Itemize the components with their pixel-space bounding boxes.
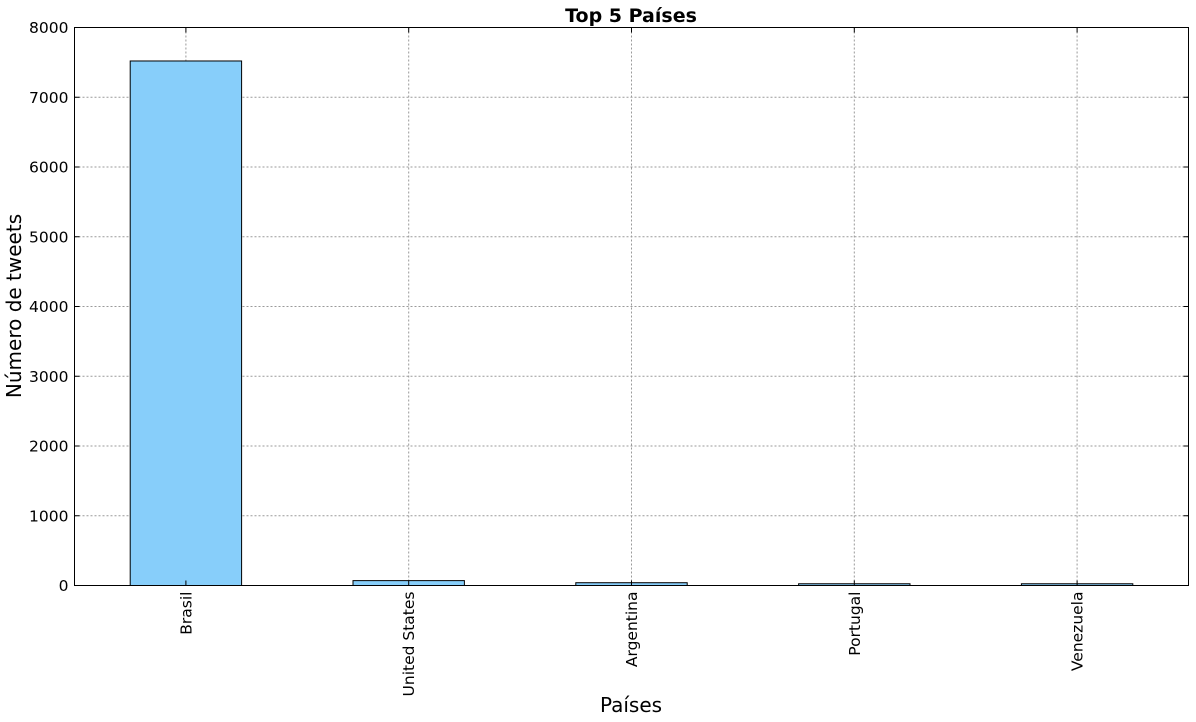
x-tick-label: Brasil <box>177 592 195 635</box>
y-tick-label: 4000 <box>29 298 68 316</box>
axis-ticks <box>74 27 1189 586</box>
x-tick-label: Venezuela <box>1069 592 1087 672</box>
y-tick-label: 0 <box>59 577 69 595</box>
y-tick-label: 5000 <box>29 228 68 246</box>
grid-lines <box>74 27 1189 586</box>
y-tick-label: 2000 <box>29 438 68 456</box>
y-tick-label: 6000 <box>29 159 68 177</box>
bar-brasil <box>129 60 243 587</box>
bars <box>129 60 1134 587</box>
y-tick-label: 7000 <box>29 89 68 107</box>
y-axis-label: Número de tweets <box>2 214 26 398</box>
chart-title: Top 5 Países <box>565 5 697 27</box>
y-tick-label: 1000 <box>29 507 68 525</box>
x-tick-label: Argentina <box>623 592 641 668</box>
y-tick-label: 3000 <box>29 368 68 386</box>
x-tick-label: United States <box>400 592 418 697</box>
x-axis-tick-labels: Brasil United States Argentina Portugal Vene… <box>177 592 1086 697</box>
y-tick-label: 8000 <box>29 19 68 37</box>
y-axis-tick-labels: 0 1000 2000 3000 4000 5000 6000 7000 8000 <box>29 19 68 595</box>
x-tick-label: Portugal <box>846 592 864 656</box>
x-axis-label: Países <box>600 693 662 717</box>
